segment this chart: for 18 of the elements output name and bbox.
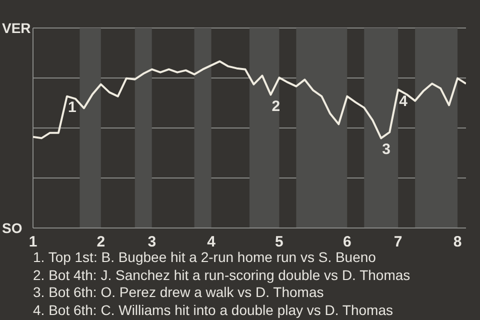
annotation: 1 — [68, 99, 76, 116]
x-tick-label: 3 — [148, 234, 156, 251]
x-tick-label: 1 — [28, 234, 38, 251]
x-tick-label: 2 — [96, 234, 106, 251]
annotation: 3 — [382, 141, 390, 158]
x-tick-label: 8 — [453, 234, 462, 251]
text: 2. Bot 4th: J. Sanchez hit a run-scoring double vs D. Thomas — [33, 266, 410, 284]
x-tick-label: 5 — [275, 234, 284, 251]
annotation: 4 — [399, 92, 408, 110]
text: 4. Bot 6th: C. Williams hit into a double play vs D. Thomas — [33, 302, 394, 319]
x-tick-label: 4 — [207, 234, 216, 251]
x-tick-label: 7 — [394, 234, 402, 251]
text: VER — [2, 19, 31, 37]
text: 1. Top 1st: B. Bugbee hit a 2-run home run vs S. Bueno — [33, 249, 377, 266]
text: SO — [2, 219, 22, 237]
x-tick-label: 6 — [342, 234, 352, 251]
annotation: 2 — [272, 98, 280, 115]
text: 3. Bot 6th: O. Perez drew a walk vs D. Thomas — [33, 284, 325, 302]
